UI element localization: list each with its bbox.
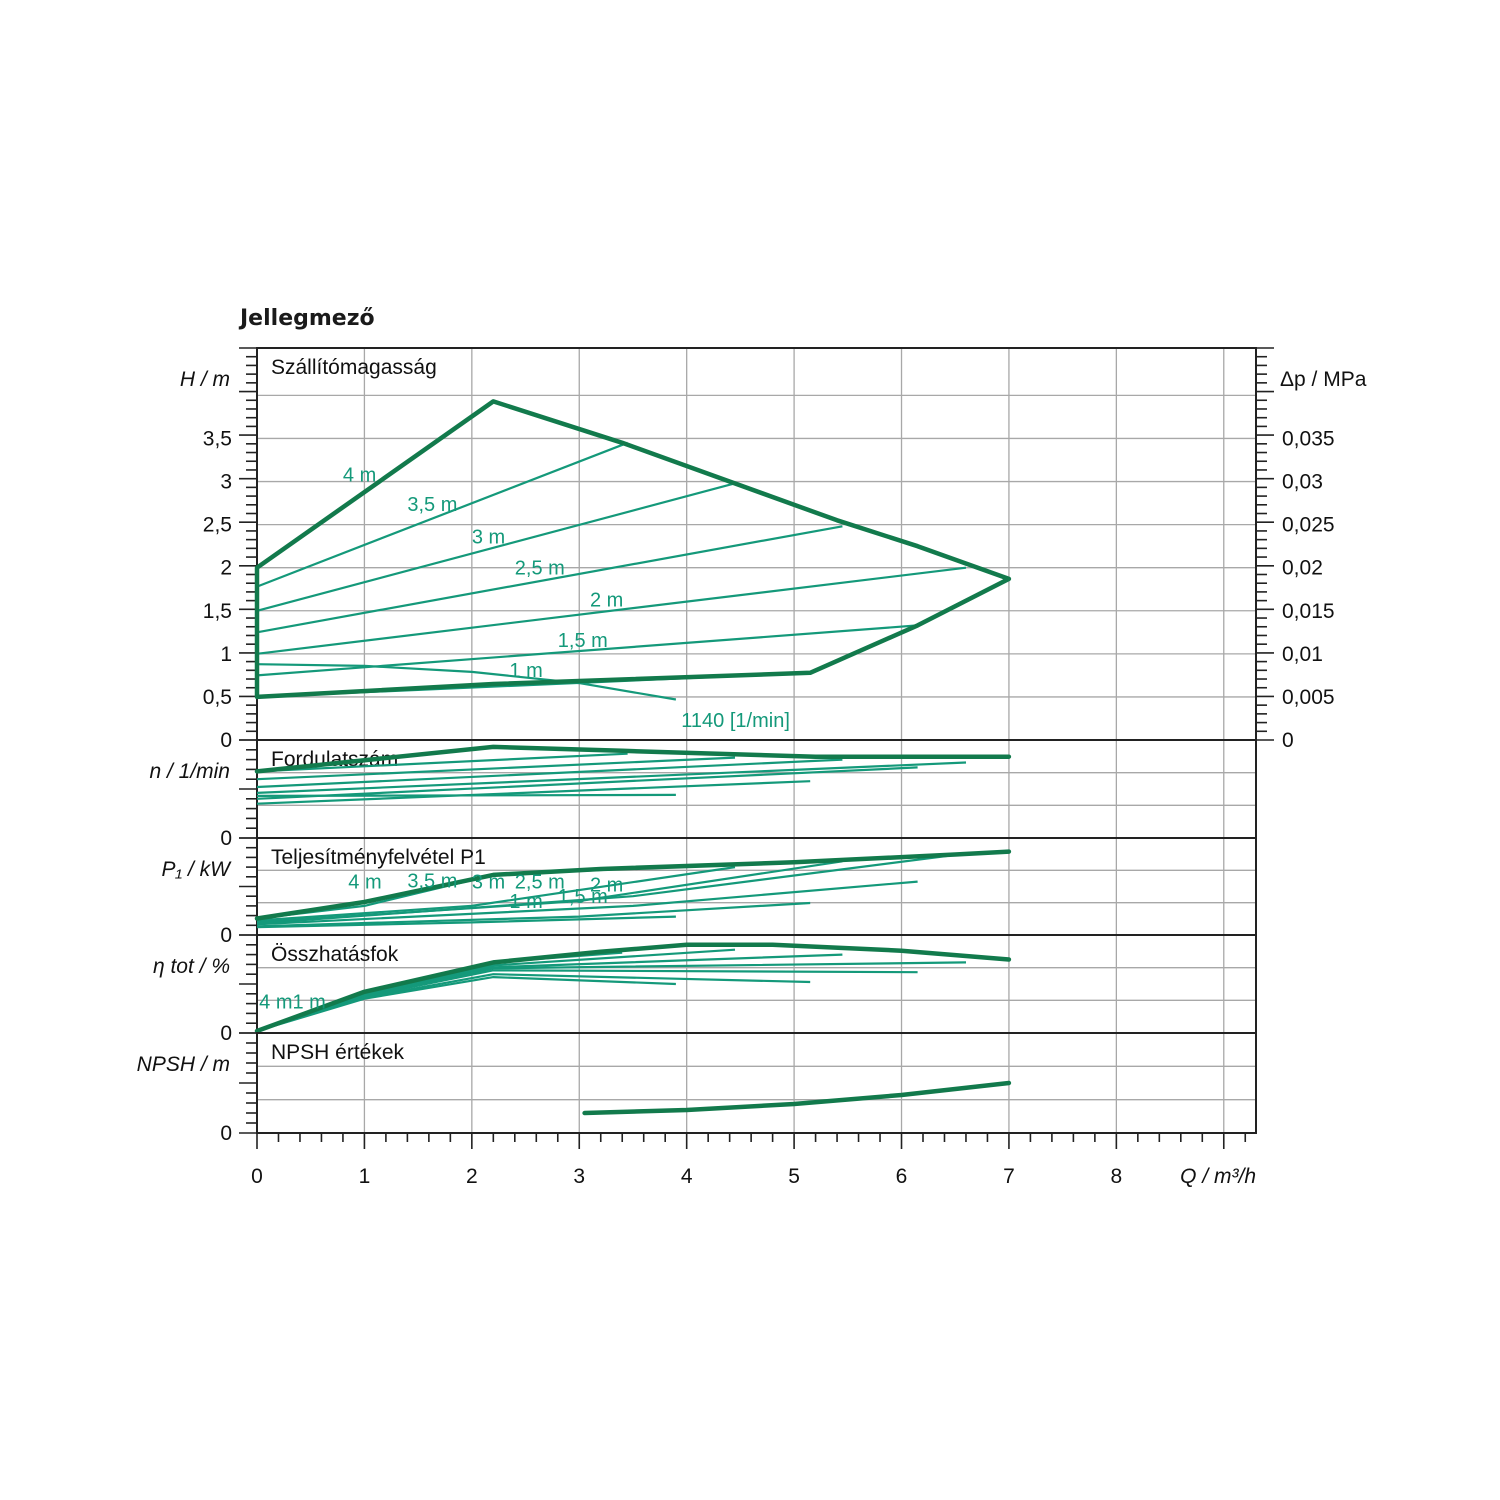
curve-label: 1,5 m — [558, 630, 608, 652]
y-tick-label: 0 — [220, 1122, 232, 1145]
right-tick-label: 0,005 — [1282, 686, 1335, 709]
curve-label: 2 m — [590, 589, 623, 611]
curve-label: 4 m — [343, 465, 376, 487]
series-line-1-m — [256, 975, 676, 1033]
right-tick-label: 0,01 — [1282, 643, 1323, 666]
envelope-line — [254, 399, 1012, 700]
x-tick-label: 4 — [681, 1165, 693, 1188]
series-line-1-5-m — [256, 901, 811, 928]
y-tick-label: 0 — [220, 924, 232, 947]
series-line-4-m — [256, 441, 628, 588]
curve-label: 2,5 m — [515, 558, 565, 580]
panel-title: NPSH értékek — [271, 1041, 405, 1064]
series-line-3-5-m — [256, 756, 736, 781]
series-line-1-m — [256, 663, 677, 701]
panel-frame — [256, 347, 1257, 741]
series-line-1-m — [256, 915, 676, 929]
curve-label: 3,5 m — [407, 494, 457, 516]
y-tick-label: 1 — [220, 643, 232, 666]
x-tick-label: 8 — [1111, 1165, 1123, 1188]
panel-title: Szállítómagasság — [271, 356, 437, 379]
curve-label: 4 m1 m — [259, 992, 326, 1014]
right-tick-label: 0 — [1282, 729, 1294, 752]
y-axis-title: H / m — [180, 368, 230, 391]
curve-label: 1 m — [509, 891, 542, 913]
y-axis-title: η tot / % — [153, 955, 230, 978]
panel-frame — [256, 1032, 1257, 1134]
curve-label: 2,5 m — [515, 871, 565, 893]
y-tick-label: 2 — [220, 557, 232, 580]
y-tick-label: 3 — [220, 471, 232, 494]
y-tick-label: 3,5 — [203, 427, 232, 450]
series-line-4-m — [256, 752, 628, 773]
y-tick-label: 0 — [220, 729, 232, 752]
series-line-1-m — [256, 793, 676, 798]
chart-title: Jellegmező — [240, 306, 375, 331]
envelope-line — [582, 1080, 1012, 1116]
y-axis-title: P₁ / kW — [162, 858, 233, 881]
x-tick-label: 0 — [251, 1165, 263, 1188]
right-axis-title: Δp / MPa — [1280, 368, 1367, 391]
x-tick-label: 5 — [788, 1165, 800, 1188]
y-tick-label: 1,5 — [203, 600, 232, 623]
series-line-2-5-m — [256, 566, 967, 655]
series-line-3-m — [256, 525, 843, 634]
curve-label: 3,5 m — [407, 870, 457, 892]
curve-label: 1140 [1/min] — [681, 710, 790, 732]
right-tick-label: 0,03 — [1282, 471, 1323, 494]
curve-label: 3 m — [472, 871, 505, 893]
right-tick-label: 0,015 — [1282, 600, 1335, 623]
series-line-2-5-m — [256, 852, 967, 925]
y-tick-label: 0 — [220, 827, 232, 850]
series-line-2-m — [256, 766, 918, 800]
envelope-line — [254, 744, 1012, 774]
series-line-2-5-m — [256, 761, 967, 794]
y-tick-label: 0 — [220, 1022, 232, 1045]
y-axis-title: n / 1/min — [149, 760, 230, 783]
y-axis-title: NPSH / m — [137, 1053, 230, 1076]
series-line-2-m — [256, 880, 918, 926]
y-tick-label: 2,5 — [203, 514, 232, 537]
x-tick-label: 2 — [466, 1165, 478, 1188]
curve-label: 1,5 m — [558, 886, 608, 908]
y-tick-label: 0,5 — [203, 686, 232, 709]
right-tick-label: 0,025 — [1282, 514, 1335, 537]
x-tick-label: 3 — [573, 1165, 585, 1188]
envelope-line — [254, 942, 1012, 1034]
series-line-3-m — [256, 758, 843, 789]
curve-label: 1 m — [509, 660, 542, 682]
right-tick-label: 0,035 — [1282, 427, 1335, 450]
envelope-line — [254, 849, 1012, 921]
series-line-3-5-m — [256, 866, 736, 922]
panel-title: Teljesítményfelvétel P1 — [271, 846, 486, 869]
x-axis-title: Q / m³/h — [1180, 1165, 1256, 1188]
curve-label: 2 m — [590, 874, 623, 896]
panel-title: Összhatásfok — [271, 943, 399, 966]
curve-label: 4 m — [348, 871, 381, 893]
x-tick-label: 1 — [359, 1165, 371, 1188]
series-line-3-5-m — [256, 482, 736, 612]
curve-label: 3 m — [472, 527, 505, 549]
series-line-1-5-m — [256, 780, 811, 805]
right-tick-label: 0,02 — [1282, 557, 1323, 580]
x-tick-label: 7 — [1003, 1165, 1015, 1188]
x-tick-label: 6 — [896, 1165, 908, 1188]
